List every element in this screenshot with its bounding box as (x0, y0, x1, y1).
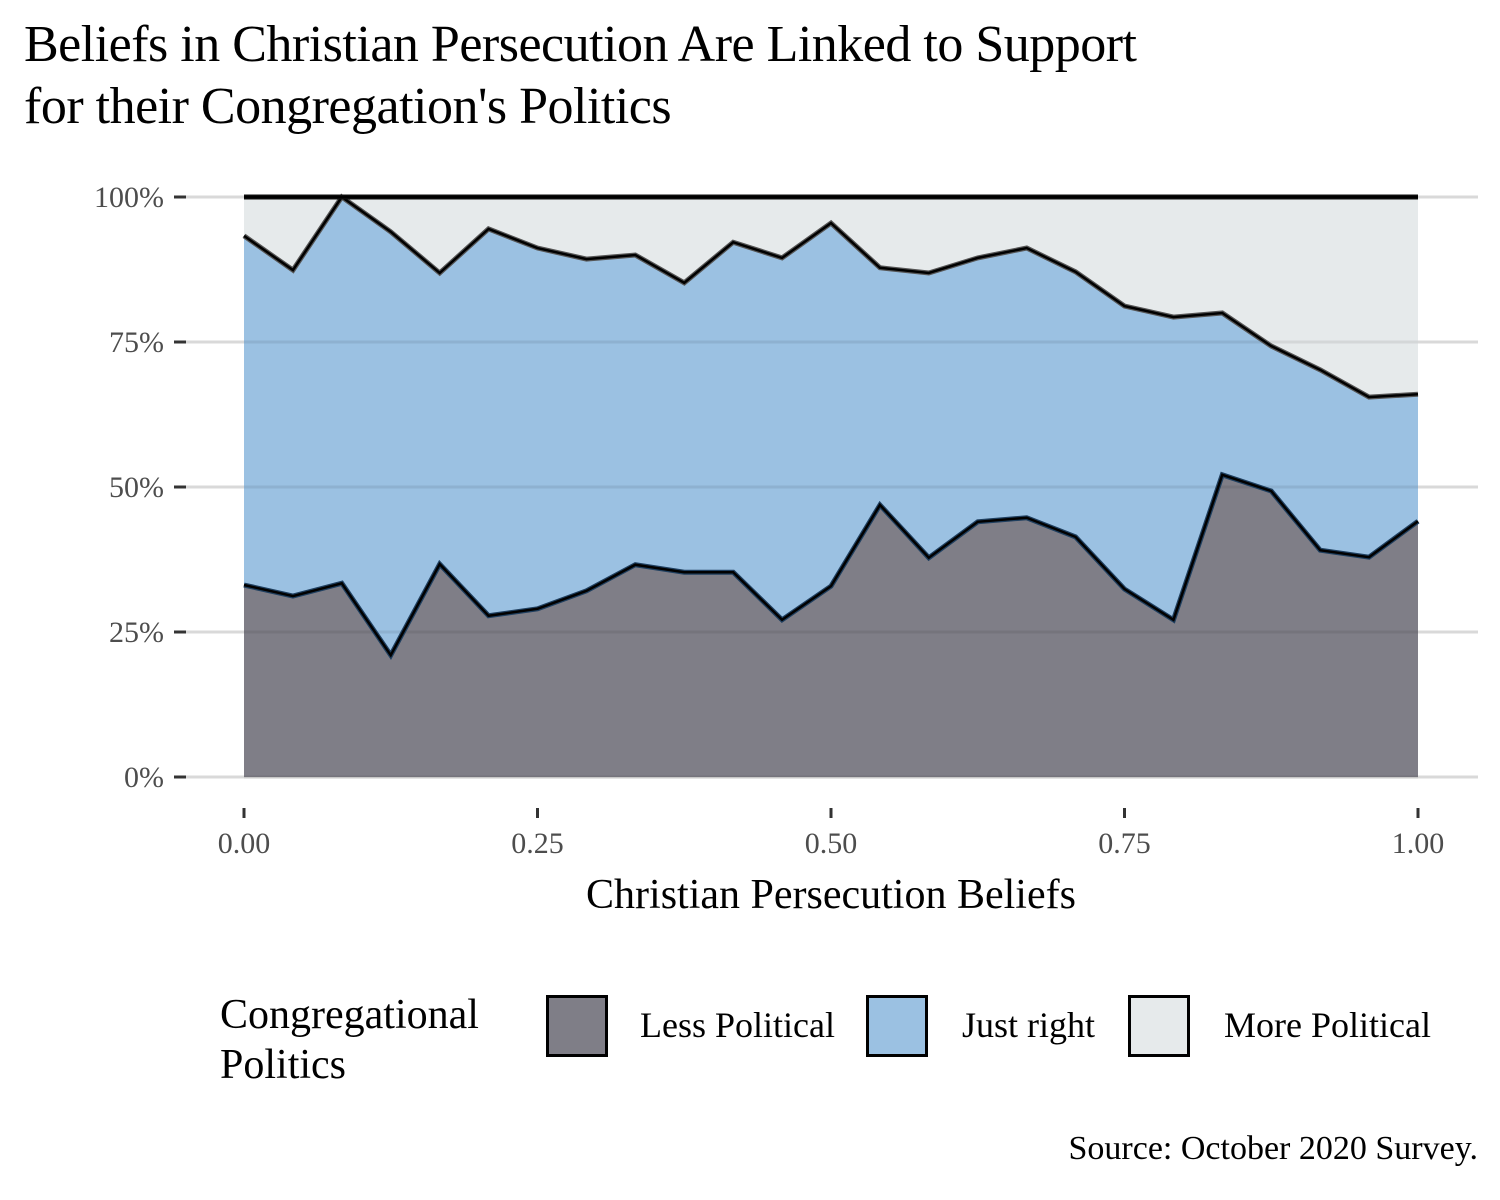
y-axis: 0% 25% 50% 75% 100% (94, 181, 186, 794)
chart-title-line-1: Beliefs in Christian Persecution Are Lin… (24, 16, 1137, 73)
x-tick-label-0.25: 0.25 (511, 827, 564, 860)
chart-title-line-2: for their Congregation's Politics (24, 78, 672, 135)
source-caption: Source: October 2020 Survey. (1068, 1130, 1478, 1167)
legend-key-more-political (1128, 995, 1190, 1057)
line-top-just-right (243, 195, 1419, 399)
x-tick-label-0.75: 0.75 (1098, 827, 1151, 860)
legend-title-line-1: Congregational (220, 992, 479, 1038)
chart-title: Beliefs in Christian Persecution Are Lin… (24, 14, 1137, 138)
x-tick-label-1: 1.00 (1392, 827, 1445, 860)
y-tick-label-25: 25% (109, 616, 164, 649)
y-tick-label-100: 100% (94, 181, 164, 214)
x-axis-title: Christian Persecution Beliefs (586, 872, 1076, 918)
y-tick-label-50: 50% (109, 471, 164, 504)
area-just-right (244, 197, 1418, 656)
y-tick-label-0: 0% (124, 761, 164, 794)
legend-title: Congregational Politics (220, 990, 479, 1090)
stacked-areas (244, 195, 1418, 779)
legend-label-more-political: More Political (1224, 1005, 1431, 1045)
legend-key-less-political (546, 995, 608, 1057)
legend-key-just-right (866, 995, 928, 1057)
legend-label-just-right: Just right (962, 1005, 1096, 1045)
x-axis: 0.00 0.25 0.50 0.75 1.00 (218, 808, 1445, 860)
legend-label-less-political: Less Political (640, 1005, 835, 1045)
boundary-lines (242, 193, 1420, 661)
legend-title-line-2: Politics (220, 1042, 347, 1088)
x-tick-label-0.5: 0.50 (805, 827, 858, 860)
y-tick-label-75: 75% (109, 326, 164, 359)
area-less-political (244, 474, 1418, 777)
line-top-less-political (243, 473, 1419, 658)
x-tick-label-0: 0.00 (218, 827, 271, 860)
